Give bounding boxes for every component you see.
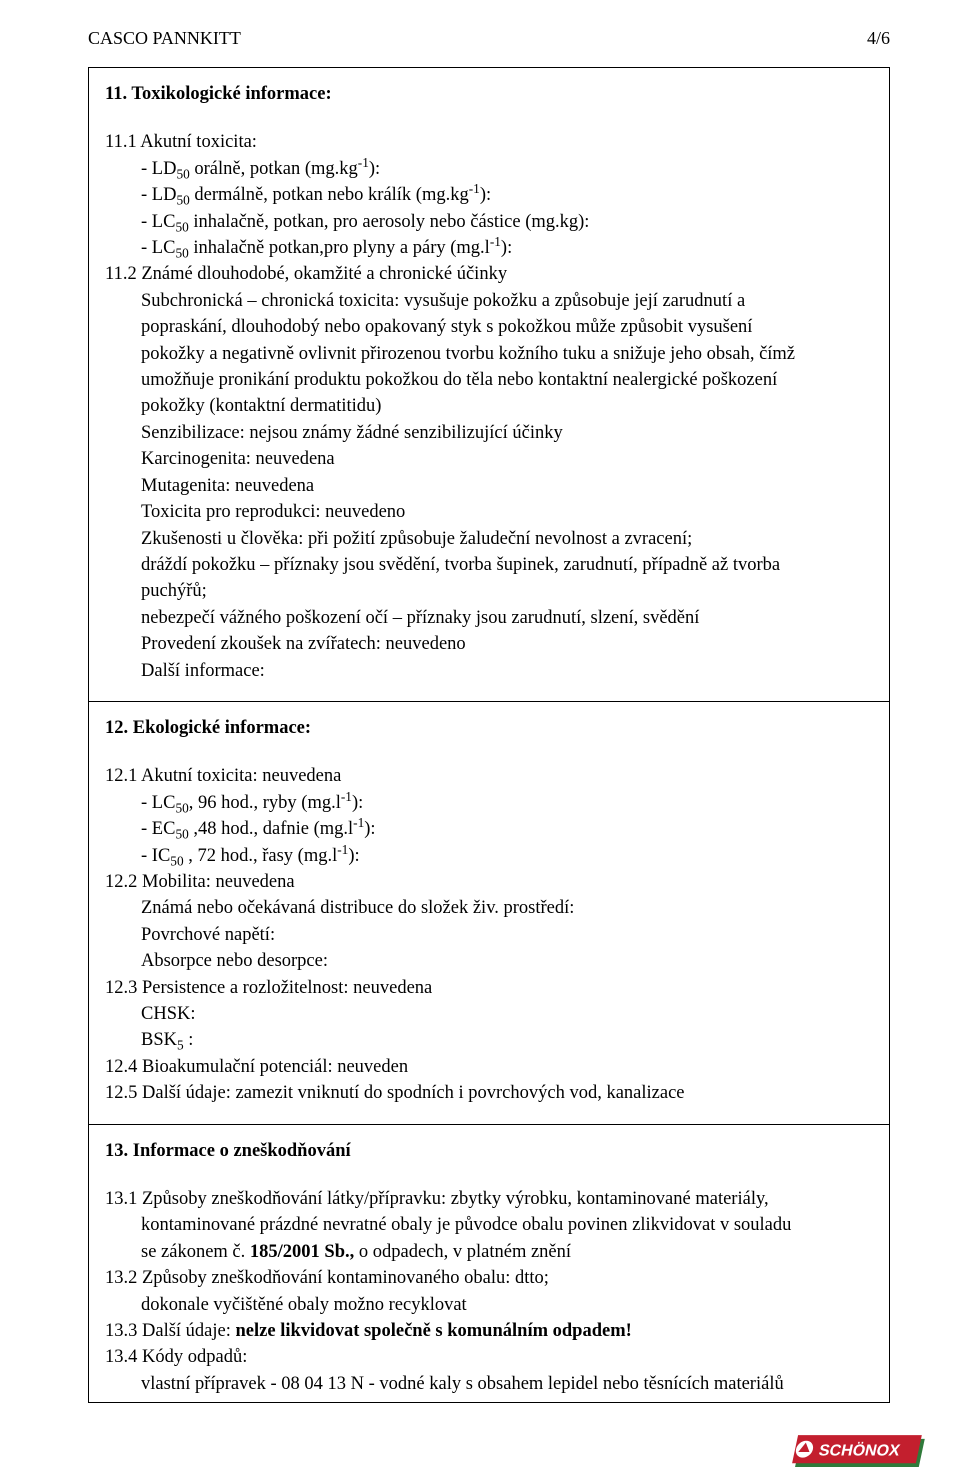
- s11-2-l11: dráždí pokožku – příznaky jsou svědění, …: [105, 553, 873, 577]
- s11-2-l6: Senzibilizace: nejsou známy žádné senzib…: [105, 421, 873, 445]
- s11-2-l13: nebezpečí vážného poškození očí – přízna…: [105, 606, 873, 630]
- s13-1-l1: 13.1 Způsoby zneškodňování látky/příprav…: [105, 1187, 873, 1211]
- section-11-heading: 11. Toxikologické informace:: [105, 82, 873, 106]
- s13-1-l3: se zákonem č. 185/2001 Sb., o odpadech, …: [105, 1240, 873, 1264]
- s13-2-l2: dokonale vyčištěné obaly možno recyklova…: [105, 1293, 873, 1317]
- s11-2-l4: umožňuje pronikání produktu pokožkou do …: [105, 368, 873, 392]
- content-box: 11. Toxikologické informace: 11.1 Akutní…: [88, 67, 890, 1403]
- s11-2-l7: Karcinogenita: neuvedena: [105, 447, 873, 471]
- s11-2-l1: Subchronická – chronická toxicita: vysuš…: [105, 289, 873, 313]
- s11-1-line4: - LC50 inhalačně potkan,pro plyny a páry…: [105, 236, 873, 260]
- s13-4: 13.4 Kódy odpadů:: [105, 1345, 873, 1369]
- s11-2-l15: Další informace:: [105, 659, 873, 683]
- s12-2-title: 12.2 Mobilita: neuvedena: [105, 870, 873, 894]
- header-left: CASCO PANNKITT: [88, 28, 241, 49]
- s11-2-l2: popraskání, dlouhodobý nebo opakovaný st…: [105, 315, 873, 339]
- svg-text:SCHÖNOX: SCHÖNOX: [817, 1441, 902, 1460]
- header-right: 4/6: [867, 28, 890, 49]
- s12-4: 12.4 Bioakumulační potenciál: neuveden: [105, 1055, 873, 1079]
- s12-1-l3: - IC50 , 72 hod., řasy (mg.l-1):: [105, 844, 873, 868]
- s11-2-l12: puchýřů;: [105, 579, 873, 603]
- page: CASCO PANNKITT 4/6 11. Toxikologické inf…: [0, 0, 960, 1481]
- s13-2-l1: 13.2 Způsoby zneškodňování kontaminované…: [105, 1266, 873, 1290]
- s12-1-title: 12.1 Akutní toxicita: neuvedena: [105, 764, 873, 788]
- s11-2-l5: pokožky (kontaktní dermatitidu): [105, 394, 873, 418]
- s12-3-title: 12.3 Persistence a rozložitelnost: neuve…: [105, 976, 873, 1000]
- s11-2-l9: Toxicita pro reprodukci: neuvedeno: [105, 500, 873, 524]
- s13-4-l1: vlastní přípravek - 08 04 13 N - vodné k…: [105, 1372, 873, 1396]
- s11-1-line1: - LD50 orálně, potkan (mg.kg-1):: [105, 157, 873, 181]
- s12-2-l3: Absorpce nebo desorpce:: [105, 949, 873, 973]
- section-13-heading: 13. Informace o zneškodňování: [105, 1139, 873, 1163]
- s11-2-title: 11.2 Známé dlouhodobé, okamžité a chroni…: [105, 262, 873, 286]
- section-12: 12. Ekologické informace: 12.1 Akutní to…: [89, 702, 889, 1124]
- s12-5: 12.5 Další údaje: zamezit vniknutí do sp…: [105, 1081, 873, 1105]
- s11-2-l8: Mutagenita: neuvedena: [105, 474, 873, 498]
- section-11: 11. Toxikologické informace: 11.1 Akutní…: [89, 68, 889, 701]
- s11-1-line2: - LD50 dermálně, potkan nebo králík (mg.…: [105, 183, 873, 207]
- s11-2-l14: Provedení zkoušek na zvířatech: neuveden…: [105, 632, 873, 656]
- section-13: 13. Informace o zneškodňování 13.1 Způso…: [89, 1125, 889, 1403]
- s13-3: 13.3 Další údaje: nelze likvidovat spole…: [105, 1319, 873, 1343]
- s12-1-l2: - EC50 ,48 hod., dafnie (mg.l-1):: [105, 817, 873, 841]
- section-12-heading: 12. Ekologické informace:: [105, 716, 873, 740]
- page-header: CASCO PANNKITT 4/6: [88, 28, 890, 49]
- s13-1-l2: kontaminované prázdné nevratné obaly je …: [105, 1213, 873, 1237]
- s12-3-l2: BSK5 :: [105, 1028, 873, 1052]
- schonox-logo: SCHÖNOX: [782, 1431, 932, 1473]
- s12-3-l1: CHSK:: [105, 1002, 873, 1026]
- s11-1-title: 11.1 Akutní toxicita:: [105, 130, 873, 154]
- s12-2-l1: Známá nebo očekávaná distribuce do slože…: [105, 896, 873, 920]
- s11-1-line3: - LC50 inhalačně, potkan, pro aerosoly n…: [105, 210, 873, 234]
- s11-2-l10: Zkušenosti u člověka: při požití způsobu…: [105, 527, 873, 551]
- s11-2-l3: pokožky a negativně ovlivnit přirozenou …: [105, 342, 873, 366]
- s12-2-l2: Povrchové napětí:: [105, 923, 873, 947]
- s12-1-l1: - LC50, 96 hod., ryby (mg.l-1):: [105, 791, 873, 815]
